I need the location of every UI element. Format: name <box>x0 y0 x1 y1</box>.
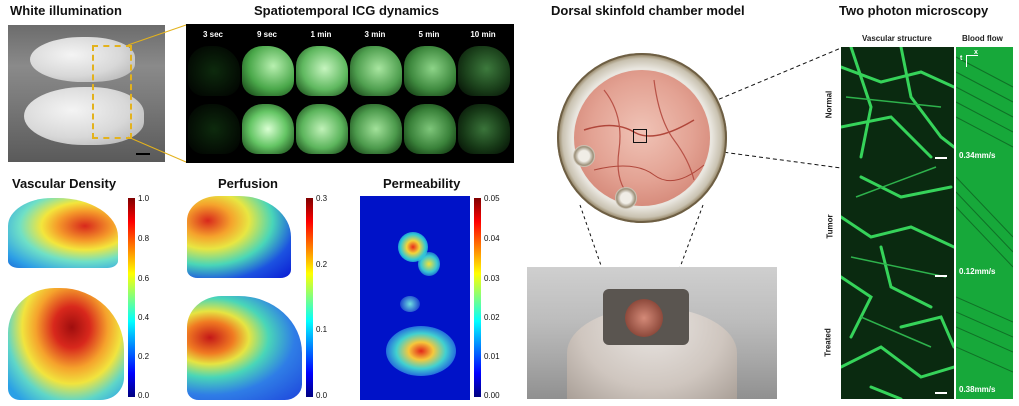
cbar-tick: 0.8 <box>138 234 150 243</box>
icg-frame <box>296 46 348 96</box>
axis-arrow-t <box>966 55 967 67</box>
icg-frame <box>188 46 240 96</box>
flow-streaks <box>956 56 1013 373</box>
row-label-tumor: Tumor <box>825 214 835 239</box>
cbar-tick: 0.05 <box>484 194 500 203</box>
icg-frame <box>242 104 294 154</box>
icg-frame <box>350 104 402 154</box>
chamber-lens <box>625 299 663 337</box>
cbar-tick: 0.1 <box>316 325 328 334</box>
icg-frame <box>242 46 294 96</box>
perfusion-colorbar <box>306 198 313 397</box>
icg-time-label: 9 sec <box>256 30 278 39</box>
vascular-structure-image <box>841 47 954 399</box>
heat-blob <box>8 198 118 268</box>
cbar-tick: 0.01 <box>484 352 500 361</box>
heat-blob <box>187 196 291 278</box>
scale-bar <box>935 157 947 159</box>
flow-speed-treated: 0.38mm/s <box>959 385 996 394</box>
icg-frame <box>458 104 510 154</box>
heat-blob <box>386 326 456 376</box>
blood-flow-image: 0.34mm/s 0.12mm/s 0.38mm/s x t <box>956 47 1013 399</box>
axis-arrow-x <box>966 55 978 56</box>
cbar-tick: 0.2 <box>316 260 328 269</box>
vascular-density-heatmap <box>8 196 124 400</box>
cbar-tick: 1.0 <box>138 194 150 203</box>
axis-t-label: t <box>960 55 963 62</box>
cbar-tick: 0.3 <box>316 194 328 203</box>
col-blood-flow: Blood flow <box>962 34 1003 43</box>
white-illumination-photo <box>8 25 165 162</box>
permeability-heatmap <box>360 196 470 400</box>
flow-speed-normal: 0.34mm/s <box>959 151 996 160</box>
icg-frame <box>350 46 402 96</box>
icg-time-label: 3 min <box>364 30 386 39</box>
scale-bar <box>935 392 947 394</box>
perfusion-heatmap <box>187 196 302 400</box>
permeability-colorbar <box>474 198 481 397</box>
icg-time-label: 3 sec <box>202 30 224 39</box>
icg-title: Spatiotemporal ICG dynamics <box>254 3 439 18</box>
cbar-tick: 0.0 <box>316 391 328 400</box>
icg-time-label: 5 min <box>418 30 440 39</box>
icg-frame <box>296 104 348 154</box>
dorsal-chamber-mouse-photo <box>527 267 777 399</box>
chamber-screw-hole <box>615 187 637 209</box>
vascular-density-title: Vascular Density <box>12 176 117 191</box>
icg-dynamics-panel: 3 sec 9 sec 1 min 3 min 5 min 10 min <box>186 24 514 163</box>
cbar-tick: 0.03 <box>484 274 500 283</box>
chamber-screw-hole <box>573 145 595 167</box>
icg-frame <box>458 46 510 96</box>
cbar-tick: 0.00 <box>484 391 500 400</box>
heat-blob <box>8 288 124 400</box>
two-photon-title: Two photon microscopy <box>839 3 989 18</box>
row-label-normal: Normal <box>824 90 834 119</box>
vessel-network <box>841 47 954 399</box>
row-label-treated: Treated <box>823 328 833 357</box>
icg-time-label: 1 min <box>310 30 332 39</box>
vascular-density-colorbar <box>128 198 135 397</box>
scale-bar <box>935 275 947 277</box>
cbar-tick: 0.02 <box>484 313 500 322</box>
cbar-tick: 0.6 <box>138 274 150 283</box>
heat-blob <box>418 252 440 276</box>
cbar-tick: 0.04 <box>484 234 500 243</box>
zoom-region-square <box>633 129 647 143</box>
mouse-upper <box>30 37 135 82</box>
col-vascular-structure: Vascular structure <box>862 34 932 43</box>
heat-blob <box>187 296 302 400</box>
white-illumination-title: White illumination <box>10 3 122 18</box>
icg-frame <box>188 104 240 154</box>
icg-frame <box>404 46 456 96</box>
mouse-lower <box>24 87 144 145</box>
dorsal-title: Dorsal skinfold chamber model <box>551 3 745 18</box>
icg-time-label: 10 min <box>470 30 496 39</box>
perfusion-title: Perfusion <box>218 176 278 191</box>
flow-speed-tumor: 0.12mm/s <box>959 267 996 276</box>
icg-frame <box>404 104 456 154</box>
cbar-tick: 0.0 <box>138 391 150 400</box>
region-of-interest-box <box>92 45 132 139</box>
permeability-title: Permeability <box>383 176 461 191</box>
chamber-window-photo <box>557 53 727 223</box>
heat-blob <box>400 296 420 312</box>
scale-bar <box>136 153 150 155</box>
axis-x-label: x <box>974 49 978 56</box>
cbar-tick: 0.4 <box>138 313 150 322</box>
chamber-tissue <box>574 70 710 206</box>
cbar-tick: 0.2 <box>138 352 150 361</box>
